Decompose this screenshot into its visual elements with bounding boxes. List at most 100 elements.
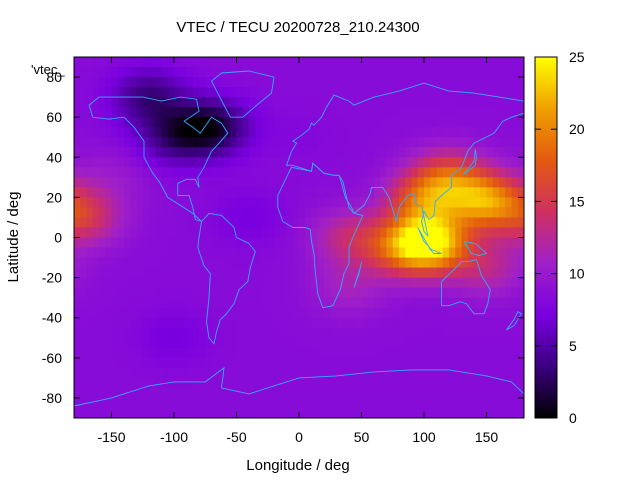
heat-cell xyxy=(192,157,200,168)
heat-cell xyxy=(361,157,369,168)
heat-cell xyxy=(349,297,356,309)
heat-cell xyxy=(142,327,150,339)
heat-cell xyxy=(99,367,106,379)
heat-cell xyxy=(349,227,356,238)
heat-cell xyxy=(405,307,412,319)
heat-cell xyxy=(174,107,181,118)
heat-cell xyxy=(492,357,500,369)
heat-cell xyxy=(261,77,269,88)
x-tick-label: -100 xyxy=(160,429,188,445)
heat-cell xyxy=(411,297,419,309)
heat-cell xyxy=(217,357,225,369)
heat-cell xyxy=(461,367,469,379)
heat-cell xyxy=(211,57,219,68)
heat-cell xyxy=(449,297,456,309)
heat-cell xyxy=(130,227,137,238)
heat-cell xyxy=(342,287,350,299)
heat-cell xyxy=(380,77,387,88)
heat-cell xyxy=(311,317,319,329)
heat-cell xyxy=(280,97,287,108)
heat-cell xyxy=(205,237,212,249)
heat-cell xyxy=(361,187,369,198)
heat-cell xyxy=(405,337,412,349)
heat-cell xyxy=(280,307,287,319)
heat-cell xyxy=(286,197,294,208)
heat-cell xyxy=(167,147,175,158)
heat-cell xyxy=(305,107,312,118)
heat-cell xyxy=(205,407,212,419)
heat-cell xyxy=(511,267,519,279)
heat-cell xyxy=(486,57,494,68)
heat-cell xyxy=(311,367,319,379)
heat-cell xyxy=(236,397,244,409)
heat-cell xyxy=(267,177,275,188)
heat-cell xyxy=(442,287,450,299)
heat-cell xyxy=(461,207,469,218)
heat-cell xyxy=(430,387,437,399)
heat-cell xyxy=(211,237,219,249)
heat-cell xyxy=(374,337,381,349)
heat-cell xyxy=(99,257,106,269)
heat-cell xyxy=(430,267,437,279)
heat-cell xyxy=(80,307,87,319)
heat-cell xyxy=(161,127,169,138)
heat-cell xyxy=(286,377,294,389)
heat-cell xyxy=(186,77,194,88)
heat-cell xyxy=(480,167,487,178)
heat-cell xyxy=(355,297,362,309)
heat-cell xyxy=(505,267,512,279)
heat-cell xyxy=(236,267,244,279)
heat-cell xyxy=(324,307,331,319)
heat-cell xyxy=(499,207,506,218)
heat-cell xyxy=(192,237,200,249)
heat-cell xyxy=(80,217,87,228)
heat-cell xyxy=(336,407,344,419)
heat-cell xyxy=(405,177,412,188)
heat-cell xyxy=(180,177,187,188)
heat-cell xyxy=(324,257,331,269)
colorbar-tick-label: 5 xyxy=(569,338,577,354)
heat-cell xyxy=(442,367,450,379)
heat-cell xyxy=(124,347,131,359)
heat-cell xyxy=(461,337,469,349)
heat-cell xyxy=(467,97,475,108)
heat-cell xyxy=(474,107,481,118)
heat-cell xyxy=(505,297,512,309)
heat-cell xyxy=(380,97,387,108)
heat-cell xyxy=(499,287,506,299)
heat-cell xyxy=(242,117,250,128)
heat-cell xyxy=(130,87,137,98)
heat-cell xyxy=(355,287,362,299)
heat-cell xyxy=(467,67,475,78)
heat-cell xyxy=(242,107,250,118)
heat-cell xyxy=(124,77,131,88)
heat-cell xyxy=(411,67,419,78)
heat-cell xyxy=(467,317,475,329)
heat-cell xyxy=(105,387,112,399)
heat-cell xyxy=(124,267,131,279)
heat-cell xyxy=(386,67,394,78)
heat-cell xyxy=(92,337,100,349)
heat-cell xyxy=(424,237,431,249)
heat-cell xyxy=(161,157,169,168)
heat-cell xyxy=(455,67,462,78)
heat-cell xyxy=(280,287,287,299)
heat-cell xyxy=(299,397,306,409)
heat-cell xyxy=(99,187,106,198)
heat-cell xyxy=(249,97,256,108)
heat-cell xyxy=(267,407,275,419)
heat-cell xyxy=(511,197,519,208)
heat-cell xyxy=(455,257,462,269)
heat-cell xyxy=(117,267,125,279)
heat-cell xyxy=(142,227,150,238)
heat-cell xyxy=(499,187,506,198)
heat-cell xyxy=(124,107,131,118)
heat-cell xyxy=(436,197,444,208)
heat-cell xyxy=(105,257,112,269)
heat-cell xyxy=(224,117,231,128)
heat-cell xyxy=(517,77,525,88)
heat-cell xyxy=(380,277,387,289)
heat-cell xyxy=(217,167,225,178)
heat-cell xyxy=(492,407,500,419)
heat-cell xyxy=(330,257,337,269)
